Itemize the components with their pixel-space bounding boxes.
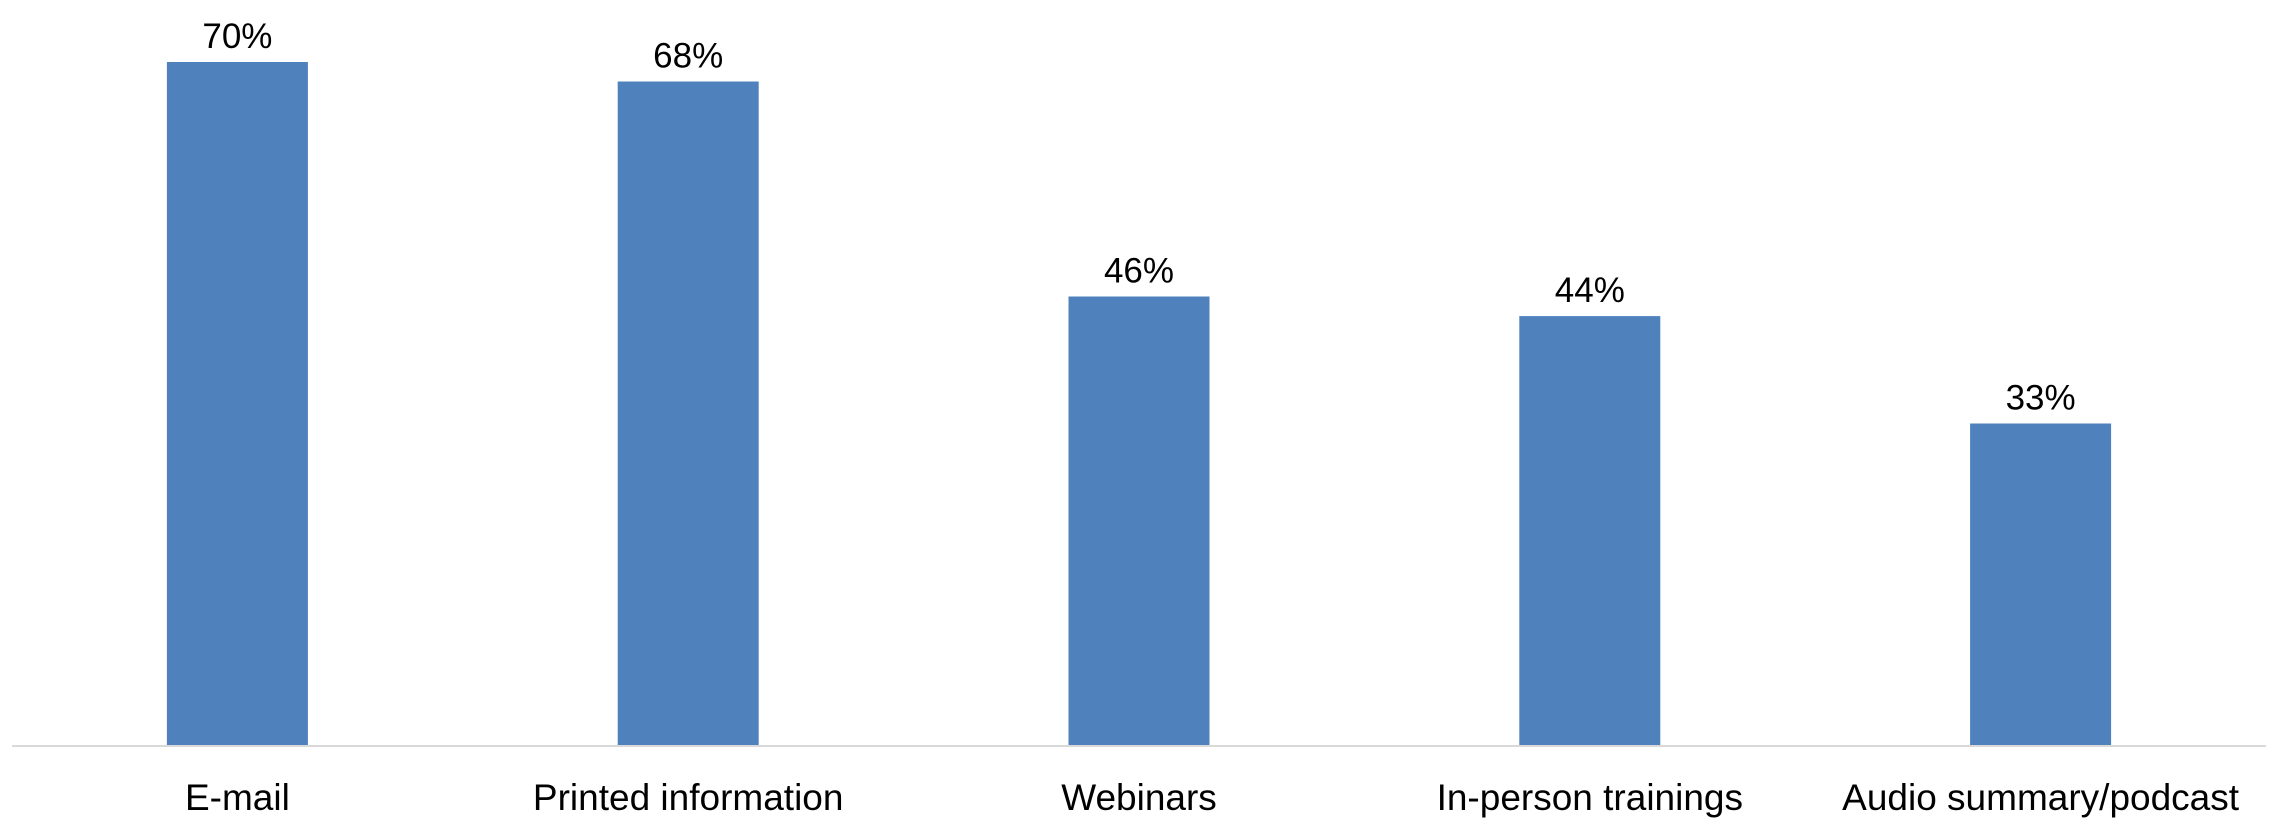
category-label-5: Audio summary/podcast — [1842, 777, 2240, 818]
data-label-3: 46% — [1104, 252, 1174, 291]
data-label-4: 44% — [1555, 271, 1625, 310]
bar-5 — [1970, 423, 2112, 746]
category-label-4: In-person trainings — [1437, 777, 1743, 818]
bar-1 — [166, 62, 308, 746]
data-label-5: 33% — [2006, 379, 2076, 418]
data-label-1: 70% — [202, 17, 272, 56]
category-label-1: E-mail — [185, 777, 290, 818]
category-label-3: Webinars — [1061, 777, 1217, 818]
bar-4 — [1519, 316, 1661, 746]
bars-group — [166, 62, 2112, 746]
category-labels-group: E-mail Printed information Webinars In-pers… — [185, 777, 2240, 818]
data-label-2: 68% — [653, 37, 723, 76]
bar-3 — [1068, 296, 1210, 746]
data-labels-group: 70% 68% 46% 44% 33% — [202, 17, 2075, 418]
category-label-2: Printed information — [533, 777, 844, 818]
bar-2 — [617, 81, 759, 746]
